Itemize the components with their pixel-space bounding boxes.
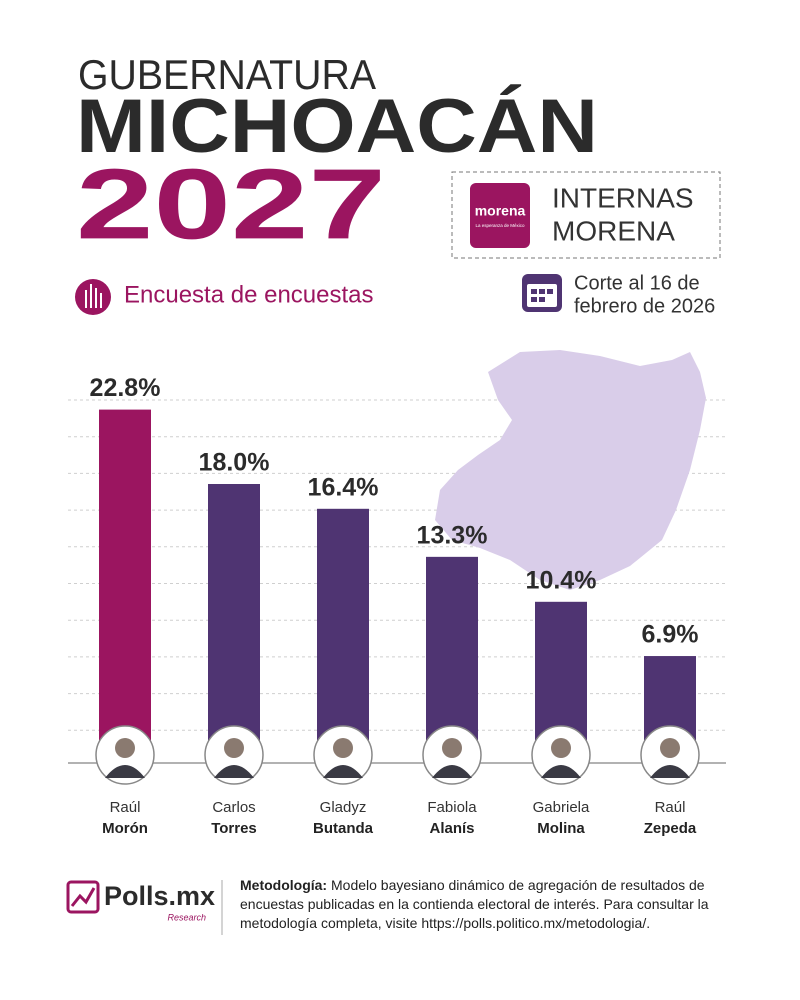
brand: Polls.mx [104, 881, 215, 911]
value-label: 6.9% [642, 621, 699, 649]
category-first: Gladyz [320, 799, 367, 816]
bar [317, 508, 369, 763]
cutoff-line2: febrero de 2026 [574, 295, 715, 317]
category-last: Butanda [313, 820, 374, 837]
subtitle-icon [75, 279, 111, 315]
photo-head [442, 738, 462, 758]
value-label: 13.3% [417, 521, 488, 549]
method-text: Modelo bayesiano dinámico de agregación … [240, 877, 709, 931]
value-label: 22.8% [90, 374, 161, 402]
category-last: Zepeda [644, 820, 697, 837]
photo-head [333, 738, 353, 758]
party-slogan: La esperanza de México [475, 223, 525, 228]
photo-head [115, 738, 135, 758]
category-first: Raúl [110, 799, 141, 816]
brand-icon [66, 880, 100, 914]
category-first: Carlos [212, 799, 255, 816]
photo-body [105, 765, 145, 778]
party-logo [470, 183, 530, 248]
photo-body [650, 765, 690, 778]
subtitle: Encuesta de encuestas [124, 281, 374, 308]
photo-head [551, 738, 571, 758]
photo-head [660, 738, 680, 758]
value-label: 16.4% [308, 473, 379, 501]
category-last: Molina [537, 820, 585, 837]
bar [208, 484, 260, 763]
title-line3: 2027 [76, 148, 386, 260]
photo-body [214, 765, 254, 778]
title-line2: MICHOACÁN [76, 84, 598, 169]
category-first: Gabriela [533, 799, 590, 816]
photo-head [224, 738, 244, 758]
calendar-face [527, 284, 557, 307]
category-first: Raúl [655, 799, 686, 816]
title-line1: GUBERNATURA [78, 51, 376, 98]
bar [99, 409, 151, 763]
method-label: Metodología: [240, 877, 328, 893]
cutoff-line1: Corte al 16 de [574, 272, 700, 294]
brand-sub: Research [167, 912, 206, 922]
calendar-dots [531, 289, 553, 302]
bars: 22.8% Raúl Morón 18.0% Carlos Torres 16.4% Glad… [90, 374, 700, 837]
photo-body [541, 765, 581, 778]
value-label: 10.4% [526, 566, 597, 594]
category-last: Alanís [429, 820, 474, 837]
badge-box [451, 171, 721, 259]
value-label: 18.0% [199, 449, 270, 477]
badge-line1: INTERNAS [552, 182, 694, 213]
subtitle-icon-bars [85, 284, 102, 308]
photo-body [323, 765, 363, 778]
category-first: Fabiola [427, 799, 477, 816]
methodology: Metodología: Modelo bayesiano dinámico d… [240, 876, 760, 933]
badge-line2: MORENA [552, 215, 675, 246]
party-logo-text: morena [475, 203, 526, 219]
map [435, 350, 706, 590]
photo-body [432, 765, 472, 778]
category-last: Torres [211, 820, 257, 837]
category-last: Morón [102, 820, 148, 837]
